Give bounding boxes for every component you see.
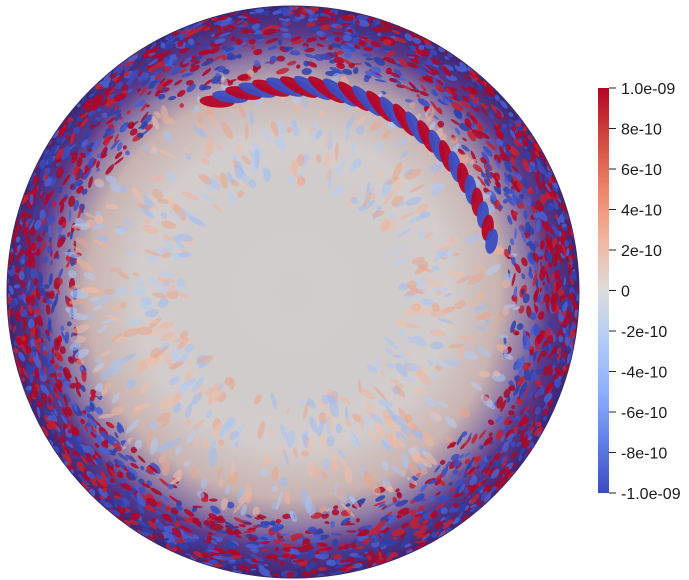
colorbar-tick-label: -6e-10 [621,405,667,422]
colorbar-tick-label: -2e-10 [621,324,667,341]
colorbar-tick-label: 6e-10 [621,162,662,179]
colorbar-tick-label: 4e-10 [621,203,662,220]
colorbar-tick-label: -8e-10 [621,446,667,463]
colorbar-tick-label: 0 [621,284,630,301]
colorbar-tick-label: 1.0e-09 [621,81,675,98]
colorbar-tick-label: 2e-10 [621,243,662,260]
colorbar: 1.0e-09 8e-10 6e-10 4e-10 2e-10 0 -2e-10 -4e-10… [598,81,681,503]
colorbar-tick-label: 8e-10 [621,122,662,139]
colorbar-tick-label: -4e-10 [621,365,667,382]
colorbar-gradient [598,88,609,493]
wave-band [199,75,498,254]
colorbar-tick-label: -1.0e-09 [621,486,681,503]
disc-outline [6,5,580,579]
